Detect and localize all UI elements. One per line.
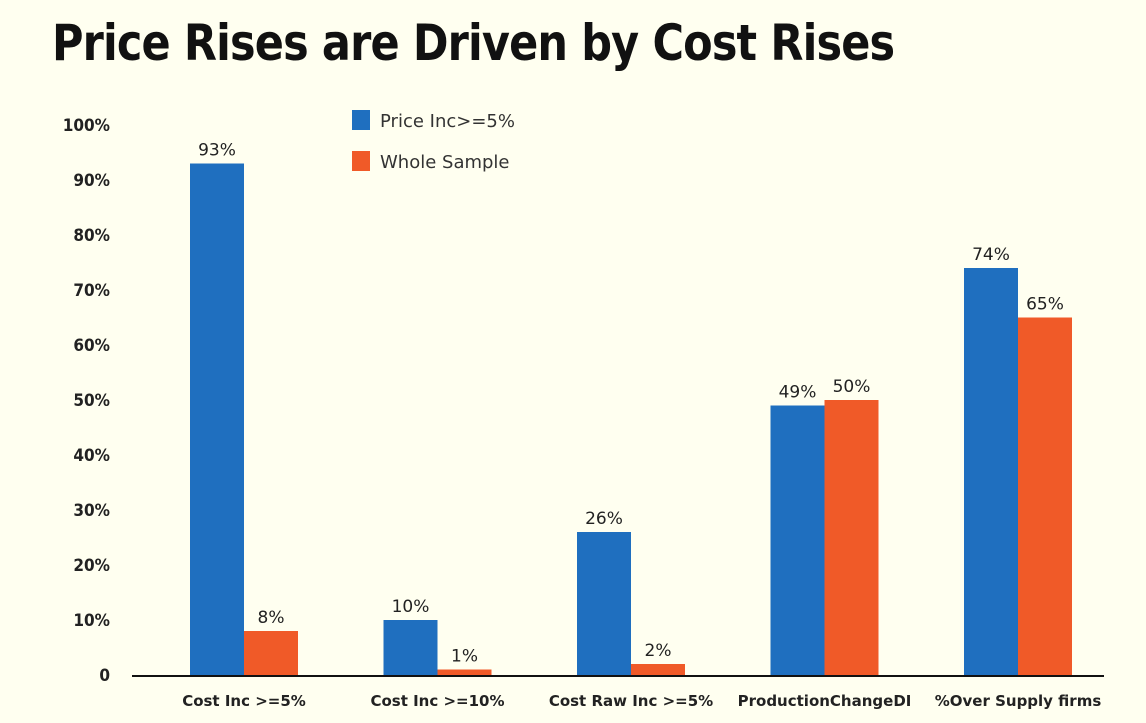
- legend-label: Whole Sample: [380, 152, 510, 173]
- y-tick-label: 60%: [73, 336, 110, 356]
- legend-label: Price Inc>=5%: [380, 111, 515, 132]
- bar-price-inc: [770, 405, 825, 675]
- y-tick-label: 40%: [73, 446, 110, 466]
- bar-whole-sample: [631, 664, 685, 675]
- y-tick-label: 100%: [63, 116, 110, 136]
- y-tick-label: 80%: [73, 226, 110, 246]
- x-category-label: %Over Supply firms: [935, 692, 1102, 710]
- y-tick-label: 70%: [73, 281, 110, 301]
- data-label: 50%: [833, 377, 871, 397]
- data-label: 1%: [451, 647, 478, 667]
- x-category-label: ProductionChangeDI: [738, 692, 912, 710]
- bar-whole-sample: [437, 669, 492, 675]
- y-tick-label: 0: [99, 666, 110, 686]
- y-tick-label: 30%: [73, 501, 110, 521]
- y-tick-label: 90%: [73, 171, 110, 191]
- data-label: 93%: [198, 141, 236, 161]
- x-category-label: Cost Inc >=5%: [182, 692, 306, 710]
- data-label: 26%: [585, 509, 623, 529]
- bar-whole-sample: [1018, 317, 1072, 675]
- bar-whole-sample: [244, 631, 298, 675]
- bar-price-inc: [383, 620, 438, 675]
- bar-price-inc: [964, 268, 1018, 675]
- bar-price-inc: [577, 532, 631, 675]
- data-label: 49%: [779, 383, 817, 403]
- data-label: 10%: [392, 597, 430, 617]
- x-category-label: Cost Raw Inc >=5%: [549, 692, 713, 710]
- bar-whole-sample: [824, 400, 879, 675]
- data-label: 2%: [645, 641, 672, 661]
- x-category-label: Cost Inc >=10%: [370, 692, 504, 710]
- data-label: 8%: [258, 608, 285, 628]
- bars: 93% 8% 10% 1% 26% 2% 49% 50% 74% 65%: [190, 141, 1072, 675]
- bar-price-inc: [190, 163, 244, 675]
- y-tick-label: 20%: [73, 556, 110, 576]
- legend-swatch: [352, 110, 370, 130]
- data-label: 65%: [1026, 295, 1064, 315]
- chart-title: Price Rises are Driven by Cost Rises: [52, 14, 895, 72]
- y-tick-label: 10%: [73, 611, 110, 631]
- x-axis: Cost Inc >=5% Cost Inc >=10% Cost Raw Inc …: [132, 675, 1104, 710]
- data-label: 74%: [972, 245, 1010, 265]
- legend: Price Inc>=5% Whole Sample: [352, 110, 515, 173]
- legend-swatch: [352, 151, 370, 171]
- y-axis: 0 10% 20% 30% 40% 50% 60% 70% 80% 90% 100%: [63, 116, 110, 686]
- y-tick-label: 50%: [73, 391, 110, 411]
